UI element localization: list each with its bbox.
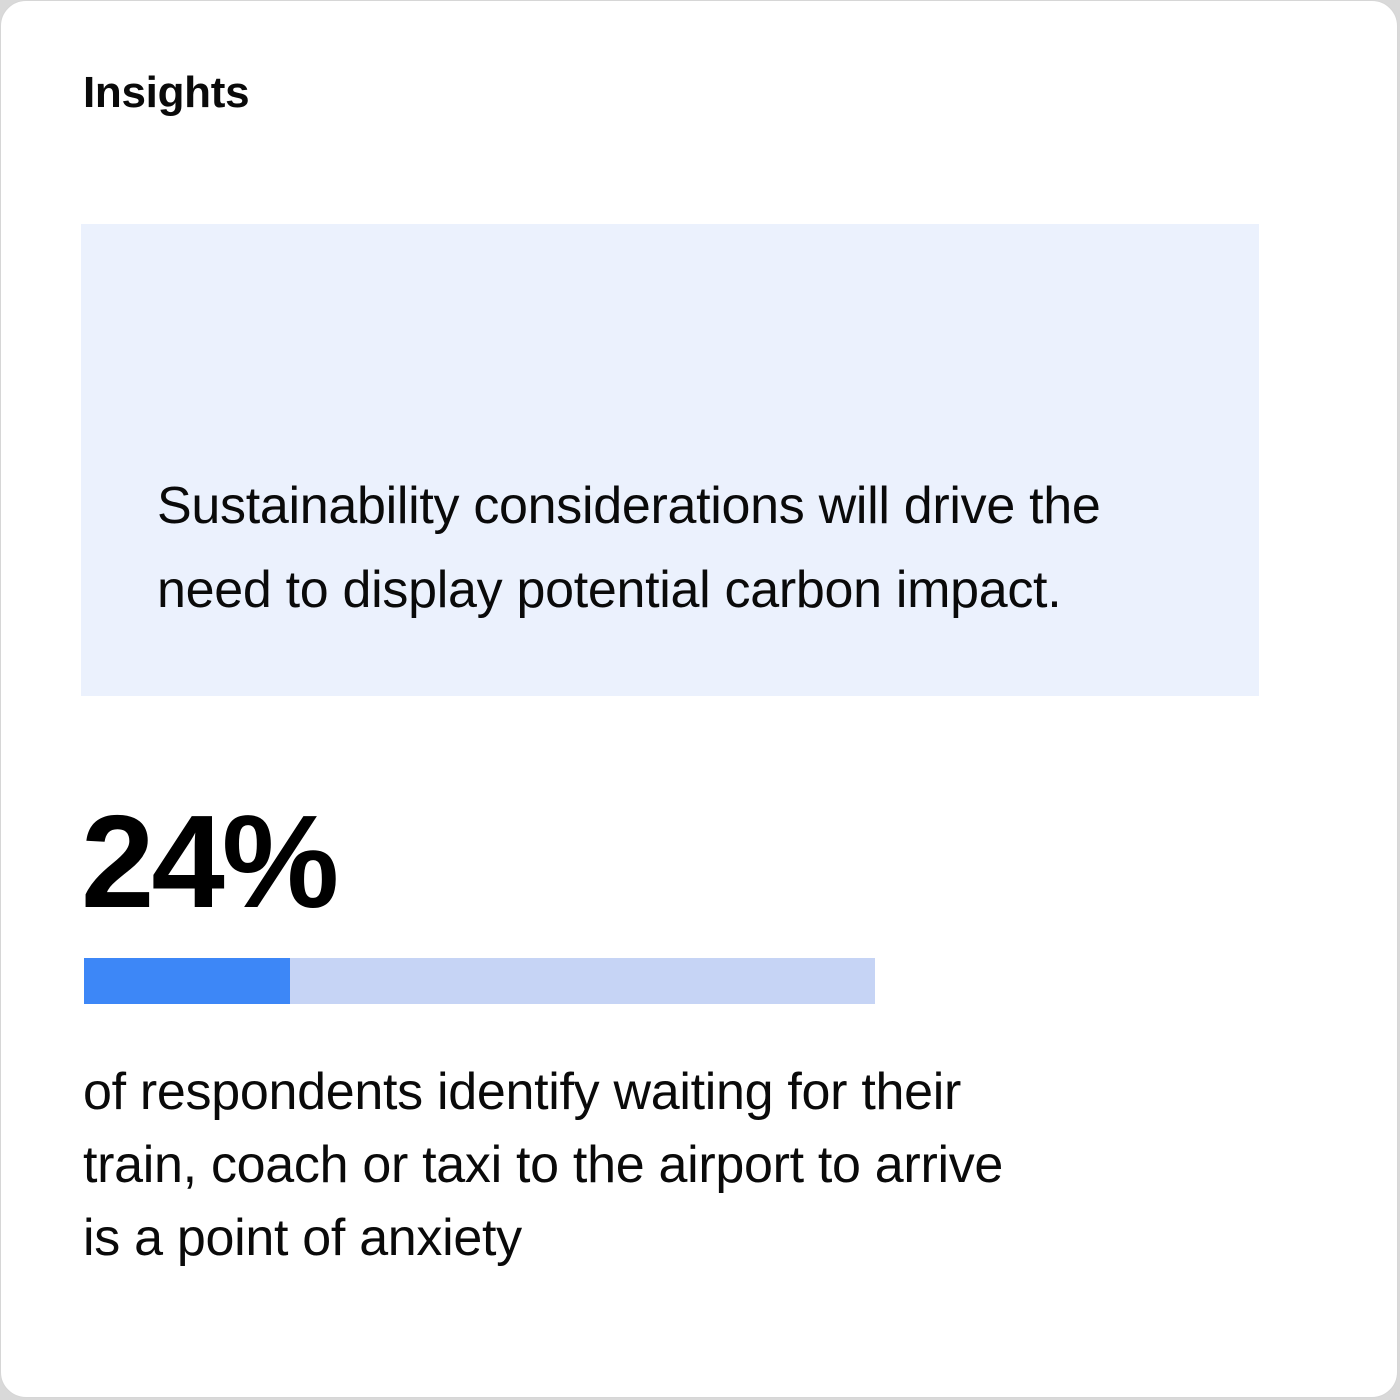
insight-quote-box: Sustainability considerations will drive… [81, 224, 1259, 696]
card-title: Insights [83, 68, 250, 117]
stat-caption: of respondents identify waiting for thei… [83, 1063, 1004, 1267]
stat-percentage: 24% [81, 788, 339, 935]
insight-quote-text: Sustainability considerations will drive… [157, 477, 1101, 619]
stat-progress-bar [84, 958, 875, 1004]
stat-progress-fill [84, 958, 290, 1004]
